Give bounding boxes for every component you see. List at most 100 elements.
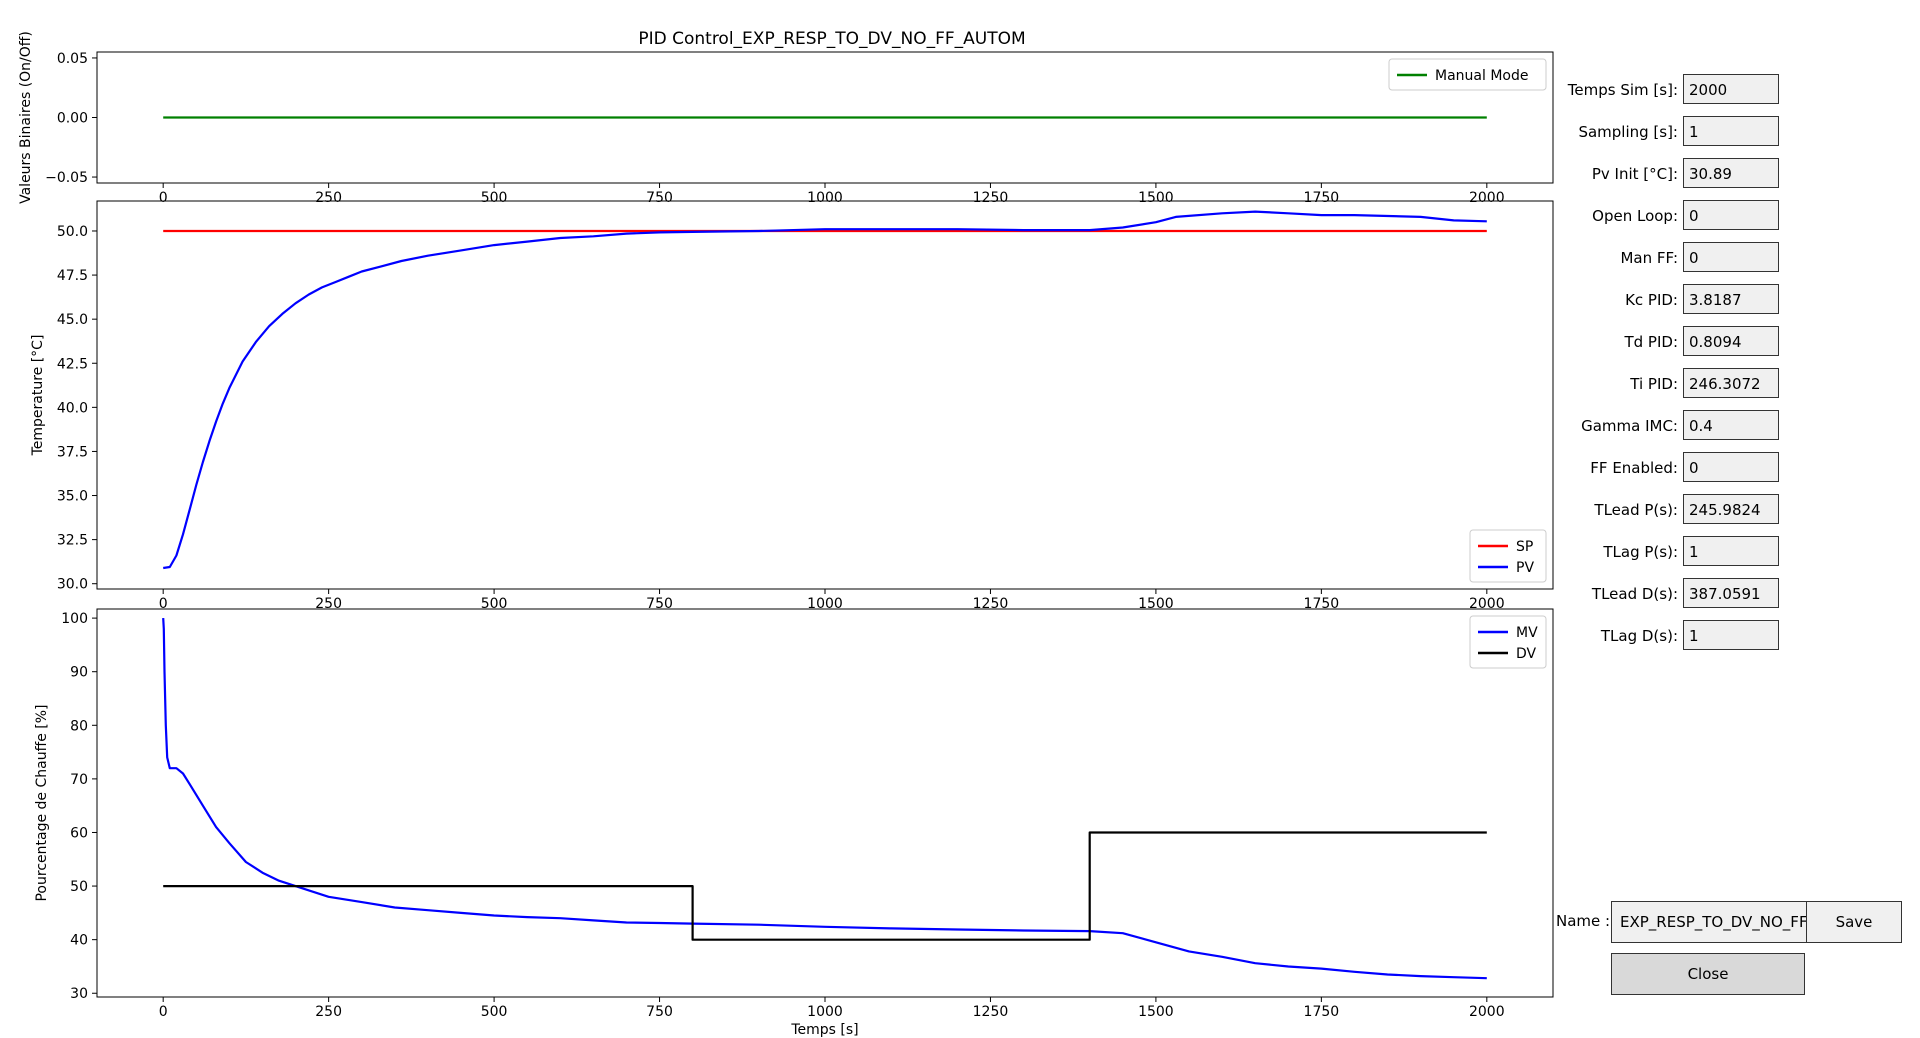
x-tick-label: 250 <box>315 596 342 612</box>
param-input[interactable]: 1 <box>1683 536 1779 566</box>
y-tick-label: −0.05 <box>45 170 88 186</box>
x-tick-label: 0 <box>159 1004 168 1020</box>
param-label: TLead D(s): <box>1591 585 1678 603</box>
name-input[interactable]: EXP_RESP_TO_DV_NO_FF_AUTOM <box>1611 901 1870 943</box>
param-input[interactable]: 1 <box>1683 620 1779 650</box>
param-label: TLead P(s): <box>1594 501 1678 519</box>
y-tick-label: 50.0 <box>57 224 88 240</box>
x-tick-label: 1750 <box>1304 1004 1340 1020</box>
param-input[interactable]: 3.8187 <box>1683 284 1779 314</box>
y-tick-label: 30 <box>70 986 88 1002</box>
y-tick-label: 60 <box>70 825 88 841</box>
param-input[interactable]: 245.9824 <box>1683 494 1779 524</box>
y-tick-label: 50 <box>70 879 88 895</box>
y-tick-label: 37.5 <box>57 444 88 460</box>
x-tick-label: 1250 <box>973 596 1009 612</box>
axes-frame <box>96 200 1554 590</box>
param-label: Ti PID: <box>1630 375 1678 393</box>
x-tick-label: 0 <box>159 190 168 206</box>
param-label: Td PID: <box>1624 333 1678 351</box>
y-tick-label: 42.5 <box>57 356 88 372</box>
series-line-dv <box>163 831 1487 941</box>
y-tick-label: 47.5 <box>57 268 88 284</box>
param-label: TLag P(s): <box>1603 543 1678 561</box>
param-input[interactable]: 246.3072 <box>1683 368 1779 398</box>
legend-label: DV <box>1516 646 1537 662</box>
param-label: Open Loop: <box>1592 207 1678 225</box>
param-input[interactable]: 0.4 <box>1683 410 1779 440</box>
series-line-mv <box>162 618 1487 980</box>
close-button[interactable]: Close <box>1611 953 1805 995</box>
x-tick-label: 2000 <box>1469 190 1505 206</box>
x-tick-label: 1500 <box>1138 1004 1174 1020</box>
param-input[interactable]: 0 <box>1683 200 1779 230</box>
y-axis-label: Pourcentage de Chauffe [%] <box>34 704 50 901</box>
x-tick-label: 1250 <box>973 190 1009 206</box>
x-tick-label: 1750 <box>1304 190 1340 206</box>
legend-label: MV <box>1516 625 1538 641</box>
legend-label: PV <box>1516 560 1534 576</box>
name-label: Name : <box>1556 912 1611 930</box>
x-tick-label: 1000 <box>807 1004 843 1020</box>
param-input[interactable]: 0 <box>1683 452 1779 482</box>
param-label: Sampling [s]: <box>1578 123 1678 141</box>
x-tick-label: 750 <box>646 1004 673 1020</box>
param-input[interactable]: 30.89 <box>1683 158 1779 188</box>
save-button[interactable]: Save <box>1806 901 1902 943</box>
x-tick-label: 750 <box>646 190 673 206</box>
legend-label: Manual Mode <box>1435 68 1528 84</box>
figure-title: PID Control_EXP_RESP_TO_DV_NO_FF_AUTOM <box>638 29 1025 49</box>
legend: Manual Mode <box>1388 58 1547 91</box>
x-tick-label: 1000 <box>807 596 843 612</box>
x-tick-label: 1500 <box>1138 190 1174 206</box>
param-label: Pv Init [°C]: <box>1591 165 1678 183</box>
param-label: Gamma IMC: <box>1581 417 1678 435</box>
y-tick-label: 0.05 <box>57 51 88 67</box>
x-tick-label: 250 <box>315 190 342 206</box>
x-tick-label: 750 <box>646 596 673 612</box>
y-tick-label: 40 <box>70 933 88 949</box>
y-axis-label: Temperature [°C] <box>30 335 46 457</box>
x-tick-label: 500 <box>481 190 508 206</box>
temperature-chart: 0 250 500 750 1000 1250 1500 1750 2000 30.0 32.5 35… <box>30 200 1554 612</box>
param-input[interactable]: 0.8094 <box>1683 326 1779 356</box>
y-tick-label: 0.00 <box>57 111 88 127</box>
x-tick-label: 500 <box>481 596 508 612</box>
legend-frame <box>1469 615 1547 669</box>
y-tick-label: 70 <box>70 772 88 788</box>
y-tick-label: 35.0 <box>57 489 88 505</box>
heating-chart: 0 250 500 750 1000 1250 1500 1750 2000 30 40 50 60 70… <box>34 608 1554 1038</box>
y-tick-label: 90 <box>70 665 88 681</box>
y-tick-label: 100 <box>61 611 88 627</box>
x-tick-label: 1250 <box>973 1004 1009 1020</box>
legend-frame <box>1469 529 1547 583</box>
param-input[interactable]: 0 <box>1683 242 1779 272</box>
legend-label: SP <box>1516 539 1533 555</box>
y-tick-label: 40.0 <box>57 400 88 416</box>
x-tick-label: 1750 <box>1304 596 1340 612</box>
x-axis-label: Temps [s] <box>790 1022 858 1038</box>
x-tick-label: 1500 <box>1138 596 1174 612</box>
param-label: Man FF: <box>1620 249 1678 267</box>
x-tick-label: 500 <box>481 1004 508 1020</box>
param-label: TLag D(s): <box>1600 627 1678 645</box>
x-tick-label: 1000 <box>807 190 843 206</box>
y-axis-label: Valeurs Binaires (On/Off) <box>18 31 34 204</box>
series-line-pv <box>163 210 1487 570</box>
param-input[interactable]: 2000 <box>1683 74 1779 104</box>
x-tick-label: 250 <box>315 1004 342 1020</box>
param-label: FF Enabled: <box>1590 459 1678 477</box>
y-tick-label: 32.5 <box>57 533 88 549</box>
x-tick-label: 2000 <box>1469 596 1505 612</box>
param-input[interactable]: 387.0591 <box>1683 578 1779 608</box>
x-tick-label: 0 <box>159 596 168 612</box>
legend-frame <box>1388 58 1547 91</box>
x-tick-label: 2000 <box>1469 1004 1505 1020</box>
param-label: Temps Sim [s]: <box>1567 81 1678 99</box>
param-input[interactable]: 1 <box>1683 116 1779 146</box>
y-tick-label: 45.0 <box>57 312 88 328</box>
legend: MV DV <box>1469 615 1547 669</box>
y-tick-label: 30.0 <box>57 577 88 593</box>
y-tick-label: 80 <box>70 718 88 734</box>
